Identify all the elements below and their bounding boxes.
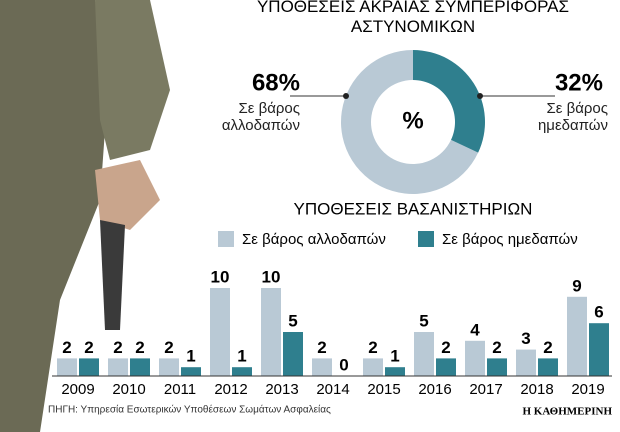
bar <box>159 358 179 376</box>
value-label: 10 <box>262 267 281 286</box>
value-label: 0 <box>339 355 348 374</box>
value-label: 2 <box>84 338 93 357</box>
x-tick-label: 2013 <box>265 381 298 398</box>
bar <box>181 367 201 376</box>
donut-slice <box>413 50 485 153</box>
donut-title: ΥΠΟΘΕΣΕΙΣ ΑΚΡΑΙΑΣ ΣΥΜΠΕΡΙΦΟΡΑΣ ΑΣΤΥΝΟΜΙΚΩ… <box>257 0 569 36</box>
leader-dot <box>343 93 349 99</box>
leader-dot <box>477 93 483 99</box>
photo-gun <box>100 220 125 330</box>
value-label: 2 <box>543 338 552 357</box>
center-label: % <box>402 107 423 134</box>
bar <box>414 332 434 376</box>
value-label: 2 <box>164 338 173 357</box>
value-label: 9 <box>572 276 581 295</box>
donut-slice <box>341 50 479 194</box>
bar <box>210 288 230 376</box>
bar <box>312 358 332 376</box>
bar <box>57 358 77 376</box>
value-label: 2 <box>441 338 450 357</box>
value-label: 5 <box>419 311 428 330</box>
bar <box>487 358 507 376</box>
value-label: 10 <box>211 267 230 286</box>
bar <box>385 367 405 376</box>
bar <box>589 323 609 376</box>
value-label: 2 <box>113 338 122 357</box>
x-tick-label: 2010 <box>112 381 145 398</box>
x-tick-label: 2011 <box>164 381 196 398</box>
value-label: 2 <box>62 338 71 357</box>
bar <box>108 358 128 376</box>
bar <box>465 340 485 376</box>
publisher: Η ΚΑΘΗΜΕΡΙΝΗ <box>523 406 613 418</box>
x-tick-label: 2009 <box>61 381 94 398</box>
value-label: 2 <box>135 338 144 357</box>
bar <box>130 358 150 376</box>
bar-title: ΥΠΟΘΕΣΕΙΣ ΒΑΣΑΝΙΣΤΗΡΙΩΝ <box>294 199 533 218</box>
bar <box>283 332 303 376</box>
x-tick-label: 2014 <box>316 381 349 398</box>
x-tick-label: 2016 <box>418 381 451 398</box>
value-label: 32% <box>555 69 603 96</box>
source: ΠΗΓΗ: Υπηρεσία Εσωτερικών Υποθέσεων Σωμά… <box>48 404 331 416</box>
bar <box>567 296 587 376</box>
value-label: 2 <box>492 338 501 357</box>
slice-label: Σε βάρος ημεδαπών <box>537 100 608 134</box>
bar <box>436 358 456 376</box>
x-tick-label: 2012 <box>214 381 247 398</box>
value-label: 4 <box>470 320 480 339</box>
photo-hand <box>95 160 160 230</box>
legend-swatch <box>218 231 234 247</box>
slice-label: Σε βάρος αλλοδαπών <box>221 100 300 134</box>
value-label: 2 <box>368 338 377 357</box>
bar <box>363 358 383 376</box>
x-tick-label: 2015 <box>367 381 400 398</box>
photo-figure <box>0 0 110 432</box>
x-tick-label: 2017 <box>469 381 502 398</box>
value-label: 1 <box>237 347 246 366</box>
photo-arm <box>95 0 170 160</box>
value-label: 6 <box>594 303 603 322</box>
bar <box>516 349 536 376</box>
value-label: 3 <box>521 329 530 348</box>
value-label: 1 <box>186 347 195 366</box>
bar <box>538 358 558 376</box>
bar <box>261 288 281 376</box>
value-label: 1 <box>390 347 399 366</box>
x-tick-label: 2019 <box>571 381 604 398</box>
bar <box>232 367 252 376</box>
value-label: 68% <box>252 69 300 96</box>
x-tick-label: 2018 <box>520 381 553 398</box>
value-label: 2 <box>317 338 326 357</box>
value-label: 5 <box>288 311 297 330</box>
legend-swatch <box>418 231 434 247</box>
bar <box>79 358 99 376</box>
legend-label: Σε βάρος αλλοδαπών <box>242 231 386 248</box>
legend-label: Σε βάρος ημεδαπών <box>442 231 578 248</box>
